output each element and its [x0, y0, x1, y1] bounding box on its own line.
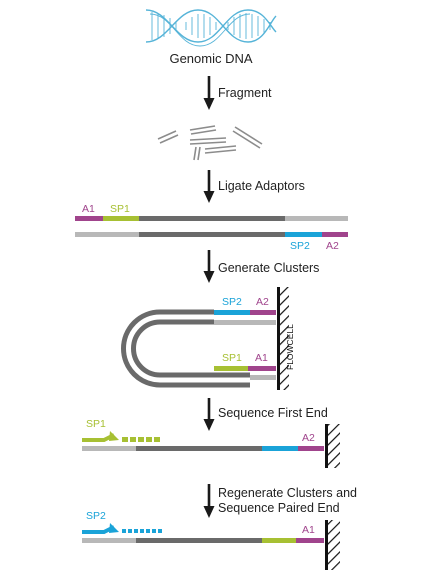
step-label-first-end: Sequence First End: [218, 406, 328, 420]
down-arrow-icon: [203, 250, 215, 283]
sp1-label: SP1: [86, 418, 106, 430]
a1-adaptor: [248, 366, 276, 371]
sp1-adaptor: [262, 538, 296, 543]
step-2: Ligate Adaptors: [203, 170, 305, 203]
step-3: Generate Clusters: [203, 250, 319, 283]
a1-adaptor: [75, 216, 103, 221]
sp2-adaptor: [285, 232, 322, 237]
bridge-cluster: SP2 A2 SP1 A1: [121, 296, 276, 388]
step-label-ligate: Ligate Adaptors: [218, 179, 305, 193]
sp2-adaptor: [262, 446, 298, 451]
step-label-clusters: Generate Clusters: [218, 261, 319, 275]
a2-adaptor: [298, 446, 324, 451]
sp1-primer-arrow-icon: [82, 431, 160, 442]
down-arrow-icon: [203, 76, 215, 110]
paired-end-read: SP2 A1: [82, 510, 324, 543]
template-strand: [136, 446, 262, 451]
down-arrow-icon: [203, 398, 215, 431]
sp2-primer-arrow-icon: [82, 523, 162, 534]
step-1: Fragment: [203, 76, 272, 110]
insert-strand-bottom: [139, 232, 285, 237]
a2-adaptor: [322, 232, 348, 237]
diagram-title: Genomic DNA: [169, 51, 252, 66]
flowcell-label: FLOWCELL: [285, 324, 295, 370]
ligated-fragment: A1 SP1 SP2 A2: [75, 203, 348, 252]
sp1-adaptor: [214, 366, 248, 371]
a2-adaptor: [250, 310, 276, 315]
flowcell-surface: FLOWCELL: [277, 287, 295, 390]
a2-label: A2: [256, 296, 269, 308]
template-strand: [136, 538, 262, 543]
a1-label: A1: [302, 524, 315, 536]
a2-label: A2: [302, 432, 315, 444]
dna-helix-icon: [145, 9, 277, 47]
insert-strand-top: [139, 216, 285, 221]
a1-label: A1: [82, 203, 95, 215]
flowcell-surface: [325, 520, 340, 570]
a1-label: A1: [255, 352, 268, 364]
a1-adaptor: [296, 538, 324, 543]
step-4: Sequence First End: [203, 398, 328, 431]
first-end-read: SP1 A2: [82, 418, 324, 451]
sp2-label: SP2: [222, 296, 242, 308]
sp2-label: SP2: [290, 240, 310, 252]
complement-tail: [214, 320, 276, 325]
complement-tail-bottom: [75, 232, 139, 237]
sp1-label: SP1: [222, 352, 242, 364]
down-arrow-icon: [203, 484, 215, 518]
complement-tail-lower: [250, 375, 276, 380]
a2-label: A2: [326, 240, 339, 252]
sp2-label: SP2: [86, 510, 106, 522]
complement-tail-top: [285, 216, 348, 221]
dna-fragments: [157, 125, 263, 161]
step-5: Regenerate Clusters and Sequence Paired …: [203, 484, 357, 518]
sp1-label: SP1: [110, 203, 130, 215]
complement-tail: [82, 538, 136, 543]
sp2-adaptor: [214, 310, 250, 315]
step-label-paired-end: Sequence Paired End: [218, 501, 340, 515]
down-arrow-icon: [203, 170, 215, 203]
sp1-adaptor: [103, 216, 139, 221]
complement-tail: [82, 446, 136, 451]
flowcell-surface: [325, 424, 340, 468]
step-label-regenerate: Regenerate Clusters and: [218, 486, 357, 500]
step-label-fragment: Fragment: [218, 86, 272, 100]
